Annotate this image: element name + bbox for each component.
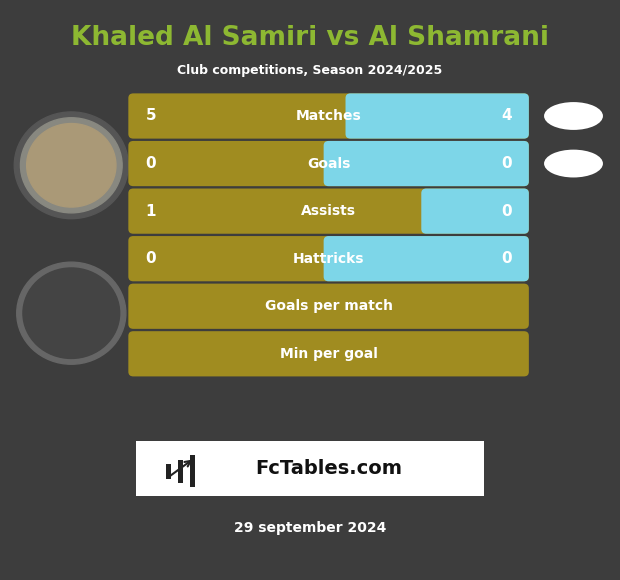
Text: 0: 0	[501, 204, 512, 219]
Bar	[329, 241, 358, 277]
Text: Matches: Matches	[296, 109, 361, 123]
Text: 0: 0	[146, 156, 156, 171]
Text: Min per goal: Min per goal	[280, 347, 378, 361]
FancyBboxPatch shape	[128, 93, 529, 139]
Text: Khaled Al Samiri vs Al Shamrani: Khaled Al Samiri vs Al Shamrani	[71, 25, 549, 50]
Text: Hattricks: Hattricks	[293, 252, 365, 266]
Text: Goals: Goals	[307, 157, 350, 171]
FancyBboxPatch shape	[128, 188, 529, 234]
Circle shape	[20, 118, 122, 213]
Text: FcTables.com: FcTables.com	[255, 459, 402, 478]
Bar	[166, 464, 171, 478]
FancyBboxPatch shape	[128, 141, 529, 186]
Text: Club competitions, Season 2024/2025: Club competitions, Season 2024/2025	[177, 64, 443, 77]
FancyBboxPatch shape	[345, 93, 529, 139]
Circle shape	[14, 112, 128, 219]
FancyBboxPatch shape	[128, 284, 529, 329]
Text: 1: 1	[146, 204, 156, 219]
FancyBboxPatch shape	[324, 236, 529, 281]
Text: 4: 4	[501, 108, 512, 124]
Bar	[178, 459, 183, 483]
Text: Goals per match: Goals per match	[265, 299, 392, 313]
Text: 29 september 2024: 29 september 2024	[234, 521, 386, 535]
Bar	[350, 98, 376, 134]
Bar	[136, 441, 484, 496]
Text: 0: 0	[146, 251, 156, 266]
FancyBboxPatch shape	[128, 236, 529, 281]
FancyBboxPatch shape	[422, 188, 529, 234]
Bar	[190, 455, 195, 487]
Text: 5: 5	[146, 108, 156, 124]
Circle shape	[17, 262, 126, 364]
Ellipse shape	[544, 150, 603, 177]
Circle shape	[23, 268, 120, 358]
Text: 0: 0	[501, 156, 512, 171]
FancyBboxPatch shape	[128, 331, 529, 376]
Text: 0: 0	[501, 251, 512, 266]
Circle shape	[27, 124, 116, 207]
FancyBboxPatch shape	[324, 141, 529, 186]
Text: Assists: Assists	[301, 204, 356, 218]
Bar	[329, 146, 358, 182]
Ellipse shape	[544, 102, 603, 130]
Bar	[427, 193, 441, 229]
